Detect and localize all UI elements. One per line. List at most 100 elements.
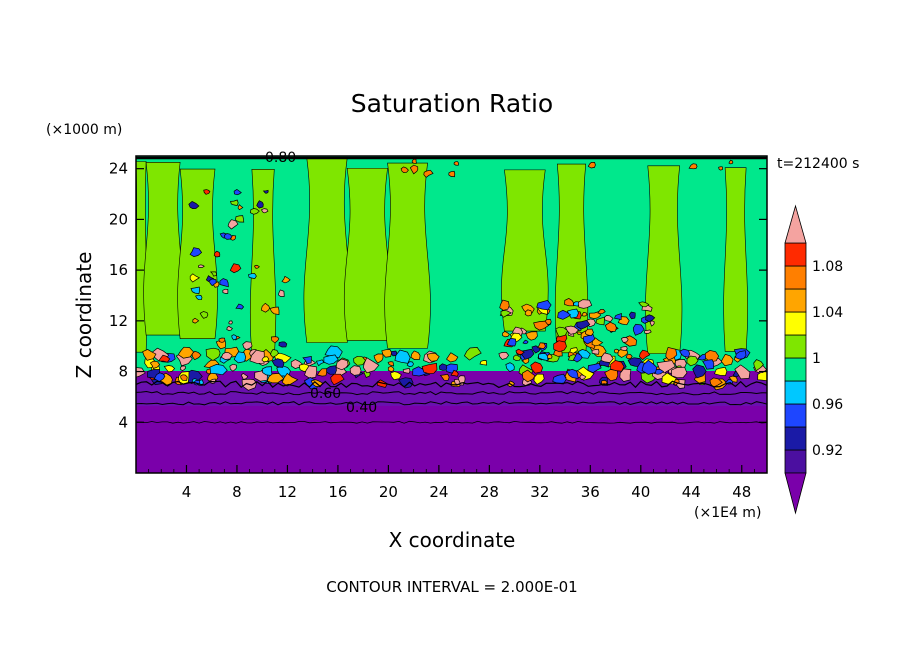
field-patch-109 (304, 365, 318, 379)
field-patch-169 (261, 356, 270, 363)
field-patch-277 (233, 188, 242, 196)
field-patch-294 (222, 288, 229, 294)
field-patch-307 (224, 233, 233, 240)
field-patch-214 (629, 311, 636, 320)
field-patch-90 (353, 355, 366, 366)
field-patch-103 (394, 349, 411, 364)
field-patch-301 (219, 278, 229, 288)
field-patch-172 (686, 355, 699, 367)
field-patch-245 (564, 325, 580, 335)
field-patch-188 (153, 372, 166, 382)
field-patch-319 (587, 162, 596, 169)
field-patch-247 (506, 337, 517, 347)
colorbar-swatch-6 (784, 311, 807, 336)
field-patch-285 (195, 294, 203, 301)
field-patch-9 (324, 345, 343, 359)
field-patch-88 (728, 375, 738, 383)
field-patch-133 (587, 362, 602, 374)
field-patch-122 (566, 368, 579, 379)
field-patch-183 (209, 364, 228, 376)
colorbar-swatch-7 (784, 288, 807, 313)
x-tick-label-1: 8 (232, 483, 242, 501)
field-patch-226 (499, 299, 510, 311)
field-patch-98 (450, 369, 459, 377)
field-patch-112 (579, 374, 587, 381)
field-patch-168 (220, 351, 233, 360)
field-patch-237 (576, 331, 583, 335)
field-patch-216 (597, 308, 606, 315)
field-patch-137 (271, 358, 285, 368)
field-patch-33 (158, 354, 171, 363)
y-tick-label-1: 8 (118, 363, 128, 381)
field-column-6 (384, 162, 431, 349)
field-patch-232 (555, 326, 569, 338)
field-patch-246 (644, 329, 652, 334)
chart-title: Saturation Ratio (351, 89, 553, 118)
field-patch-256 (595, 316, 605, 326)
field-patch-182 (233, 351, 247, 364)
field-patch-297 (203, 189, 211, 195)
field-patch-161 (249, 349, 265, 364)
field-patch-48 (625, 353, 633, 360)
field-patch-160 (398, 377, 414, 389)
field-patch-286 (262, 189, 269, 194)
field-patch-143 (330, 373, 345, 386)
field-column-10 (723, 167, 748, 352)
field-patch-150 (387, 365, 395, 372)
field-patch-220 (498, 352, 510, 360)
x-tick-label-11: 48 (732, 483, 751, 501)
x-tick-label-5: 24 (429, 483, 448, 501)
field-patch-266 (569, 347, 578, 354)
field-column-4 (303, 158, 351, 343)
field-patch-170 (326, 365, 337, 375)
field-column-7 (501, 169, 549, 332)
field-patch-55 (479, 360, 488, 366)
field-patch-305 (281, 275, 291, 284)
field-patch-176 (714, 366, 728, 376)
y-tick-label-5: 24 (109, 160, 128, 178)
contour-label-060: 0.60 (310, 386, 341, 402)
field-patch-290 (192, 317, 200, 324)
colorbar-swatch-0 (784, 449, 807, 474)
field-patch-268 (620, 337, 629, 343)
field-patch-233 (591, 337, 604, 347)
field-patch-273 (189, 273, 201, 283)
field-patch-267 (557, 309, 572, 320)
field-patch-87 (753, 359, 764, 372)
field-patch-157 (720, 353, 734, 367)
field-patch-173 (180, 374, 188, 381)
field-patch-164 (610, 360, 625, 372)
contour-line-low (136, 401, 767, 406)
field-patch-258 (536, 300, 552, 311)
field-patch-189 (591, 348, 600, 355)
field-patch-185 (533, 373, 545, 385)
field-patch-72 (229, 363, 237, 372)
field-patch-240 (638, 301, 650, 308)
field-patch-144 (641, 359, 658, 375)
field-patch-264 (553, 340, 567, 353)
field-patch-287 (231, 334, 238, 341)
colorbar-label-2: 1 (812, 351, 821, 367)
colorbar-label-1: 0.96 (812, 397, 843, 413)
field-patch-118 (619, 368, 632, 382)
field-patch-79 (521, 369, 536, 383)
field-patch-162 (406, 361, 414, 368)
field-patch-130 (266, 373, 285, 384)
field-patch-135 (270, 349, 279, 358)
field-patch-278 (230, 199, 239, 207)
contour-line-top (136, 380, 767, 389)
field-patch-129 (316, 368, 328, 377)
field-patch-283 (199, 311, 209, 319)
field-patch-78 (316, 359, 325, 367)
x-tick-label-0: 4 (182, 483, 192, 501)
x-tick-label-7: 32 (530, 483, 549, 501)
field-patch-178 (463, 347, 482, 361)
x-tick-label-3: 16 (328, 483, 347, 501)
field-patch-203 (524, 309, 532, 317)
field-patch-181 (335, 358, 349, 371)
field-patch-300 (189, 247, 203, 257)
field-patch-279 (237, 204, 244, 211)
field-patch-120 (679, 348, 691, 358)
field-patch-21 (410, 350, 421, 360)
